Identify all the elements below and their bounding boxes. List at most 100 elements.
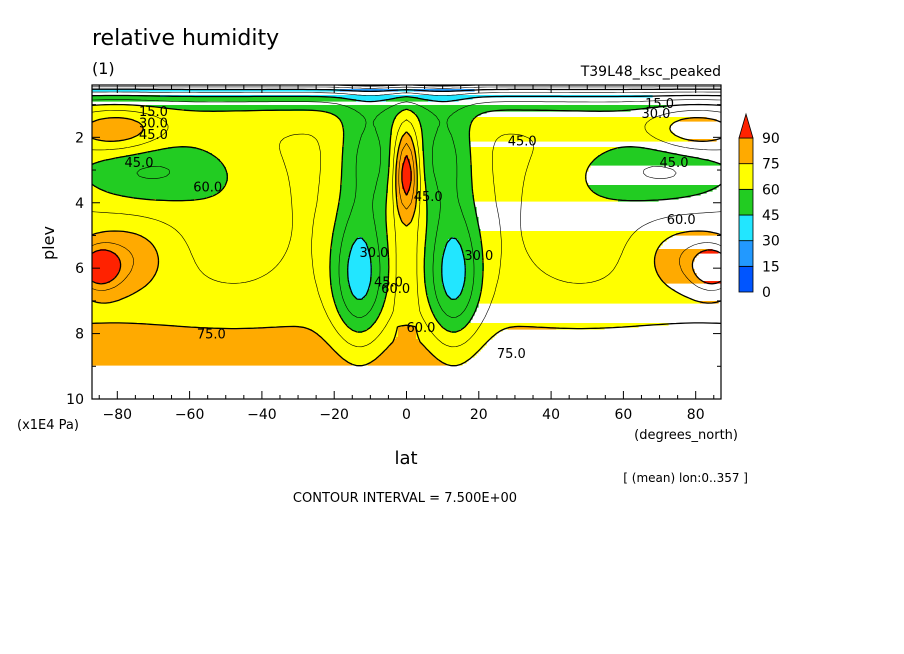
contour-band-cell	[482, 253, 657, 256]
contour-band-cell	[92, 179, 229, 182]
contour-band-cell	[388, 243, 427, 246]
contour-band-cell	[470, 151, 607, 154]
contour-band-cell	[484, 263, 655, 266]
contour-band-cell	[472, 191, 595, 194]
contour-band-cell	[480, 239, 667, 242]
contour-band-cell	[348, 277, 371, 280]
x-tick-label: −60	[175, 407, 205, 423]
contour-band-cell	[448, 295, 461, 298]
contour-band-cell	[116, 275, 155, 278]
contour-band-cell	[416, 169, 425, 172]
contour-band-cell	[334, 297, 357, 300]
contour-band-cell	[428, 297, 451, 300]
contour-band-cell	[342, 147, 391, 150]
contour-label: 45.0	[508, 135, 537, 150]
contour-band-cell	[350, 255, 371, 258]
contour-band-cell	[220, 161, 343, 164]
colorbar-extend-triangle	[738, 112, 754, 139]
contour-band-cell	[446, 245, 461, 248]
contour-label: 60.0	[381, 282, 410, 297]
contour-band-cell	[414, 209, 427, 212]
contour-band-cell	[364, 297, 387, 300]
contour-band-cell	[92, 149, 159, 152]
contour-band-cell	[484, 269, 657, 272]
colorbar-box	[738, 214, 754, 242]
contour-band-cell	[444, 249, 463, 252]
contour-band-cell	[416, 157, 425, 160]
contour-band-cell	[470, 161, 593, 164]
contour-band-cell	[424, 155, 471, 158]
contour-band-cell	[372, 325, 403, 328]
contour-band-cell	[92, 303, 337, 306]
contour-band-cell	[424, 253, 445, 256]
contour-band-cell	[688, 139, 717, 142]
contour-band-cell	[158, 269, 331, 272]
contour-band-cell	[424, 159, 471, 162]
contour-band-cell	[92, 211, 339, 214]
contour-band-cell	[342, 123, 393, 126]
contour-band-cell	[92, 105, 147, 108]
contour-label: 30.0	[139, 117, 168, 132]
contour-band-cell	[92, 275, 117, 278]
contour-band-cell	[456, 331, 499, 334]
contour-band-cell	[340, 197, 387, 200]
contour-band-cell	[330, 255, 351, 258]
contour-band-cell	[92, 173, 229, 176]
contour-band-cell	[388, 187, 397, 190]
contour-band-cell	[330, 283, 349, 286]
contour-band-cell	[92, 193, 115, 196]
contour-band-cell	[426, 223, 479, 226]
contour-band-cell	[480, 237, 669, 240]
contour-band-cell	[398, 205, 417, 208]
contour-band-cell	[426, 201, 475, 204]
contour-band-cell	[434, 313, 475, 316]
contour-band-cell	[398, 203, 417, 206]
colorbar-label: 15	[762, 259, 780, 275]
contour-band-cell	[446, 291, 463, 294]
contour-band-cell	[426, 211, 477, 214]
contour-line	[92, 94, 721, 300]
contour-band-cell	[136, 291, 333, 294]
contour-band-cell	[388, 247, 425, 250]
contour-band-cell	[416, 189, 427, 192]
contour-band-cell	[416, 203, 427, 206]
colorbar-box	[738, 188, 754, 216]
contour-band-cell	[508, 327, 557, 330]
contour-band-cell	[332, 241, 355, 244]
contour-band-cell	[386, 233, 427, 236]
contour-band-cell	[446, 293, 461, 296]
contour-band-cell	[426, 347, 483, 350]
contour-band-cell	[402, 179, 413, 182]
contour-band-cell	[480, 297, 689, 300]
contour-band-cell	[416, 195, 427, 198]
contour-band-cell	[370, 285, 389, 288]
contour-band-cell	[426, 241, 449, 244]
contour-band-cell	[368, 363, 447, 366]
contour-band-cell	[392, 127, 423, 130]
contour-band-cell	[480, 231, 687, 234]
contour-band-cell	[346, 323, 375, 326]
contour-band-cell	[92, 97, 343, 100]
contour-band-cell	[92, 223, 335, 226]
contour-band-cell	[386, 229, 427, 232]
contour-band-cell	[414, 89, 475, 92]
contour-band-cell	[388, 287, 427, 290]
contour-band-cell	[606, 151, 667, 154]
contour-band-cell	[416, 329, 447, 332]
contour-band-cell	[342, 173, 389, 176]
contour-band-cell	[432, 353, 477, 356]
contour-band-cell	[384, 299, 429, 302]
contour-band-cell	[158, 253, 331, 256]
contour-band-cell	[408, 193, 417, 196]
contour-label: 45.0	[125, 156, 154, 171]
contour-band-cell	[150, 281, 331, 284]
contour-band-cell	[352, 293, 367, 296]
contour-band-cell	[480, 293, 681, 296]
contour-band-cell	[424, 167, 473, 170]
contour-band-cell	[400, 145, 415, 148]
contour-band-cell	[404, 159, 411, 162]
contour-band-cell	[214, 155, 343, 158]
contour-band-cell	[592, 161, 715, 164]
contour-band-cell	[470, 155, 599, 158]
